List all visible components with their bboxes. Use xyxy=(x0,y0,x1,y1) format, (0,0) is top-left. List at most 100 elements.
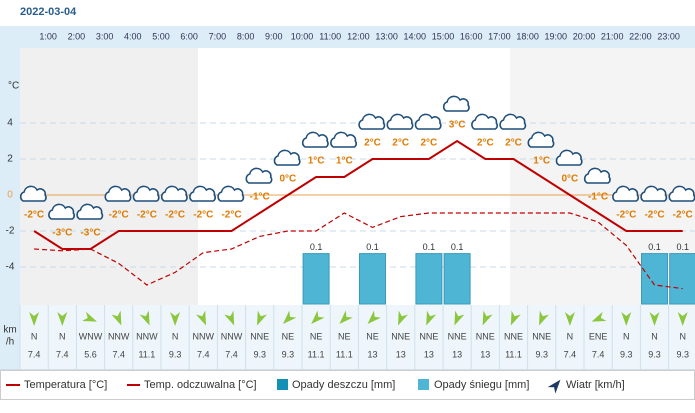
weather-icon xyxy=(471,113,499,130)
wind-arrow xyxy=(482,310,493,326)
snow-bar xyxy=(359,253,386,305)
arrow-shape xyxy=(547,379,561,394)
wind-direction: NNE xyxy=(391,331,410,341)
cloud xyxy=(471,113,499,130)
wind-speed: 7.4 xyxy=(225,349,238,359)
wind-direction: ENE xyxy=(589,331,608,341)
wind-direction: NNW xyxy=(193,331,215,341)
wind-speed: 5.6 xyxy=(84,349,97,359)
wind-speed: 7.4 xyxy=(112,349,125,359)
wind-speed: 7.4 xyxy=(28,349,41,359)
legend-swatch xyxy=(547,379,561,394)
wind-arrow xyxy=(591,311,607,322)
hour-label: 22:00 xyxy=(629,31,652,41)
cloud xyxy=(499,113,527,130)
weather-icon xyxy=(301,131,329,148)
weather-icon xyxy=(217,185,245,202)
arrow-shape xyxy=(224,310,235,326)
cloud xyxy=(132,185,160,202)
temperature-label: 1°C xyxy=(308,156,325,167)
arrow-shape xyxy=(677,312,688,326)
y-tick-label: 2 xyxy=(7,154,13,165)
wind-speed: 9.3 xyxy=(676,349,689,359)
hour-label: 8:00 xyxy=(237,31,255,41)
temperature-label: 1°C xyxy=(533,156,550,167)
wind-unit: /h xyxy=(6,337,14,348)
wind-speed: 13 xyxy=(480,349,490,359)
wind-direction: NNE xyxy=(504,331,523,341)
hour-label: 7:00 xyxy=(209,31,227,41)
hour-label: 20:00 xyxy=(573,31,596,41)
temperature-label: -2°C xyxy=(165,210,185,221)
wind-arrow xyxy=(621,312,632,326)
wind-direction: N xyxy=(623,331,630,341)
snow-label: 0.1 xyxy=(310,242,323,252)
arrow-shape xyxy=(426,310,437,326)
wind-arrow xyxy=(311,310,325,324)
wind-speed: 7.4 xyxy=(564,349,577,359)
arrow-shape xyxy=(339,310,353,324)
arrow-shape xyxy=(454,310,465,326)
wind-speed: 13 xyxy=(424,349,434,359)
wind-speed: 11.1 xyxy=(505,349,522,359)
weather-icon xyxy=(245,167,273,184)
arrow-shape xyxy=(111,310,122,326)
wind-arrow xyxy=(170,312,181,326)
legend-label: Opady deszczu [mm] xyxy=(292,379,395,391)
weather-icon xyxy=(273,149,301,166)
wind-speed: 9.3 xyxy=(169,349,182,359)
weather-icon xyxy=(555,149,583,166)
cloud xyxy=(189,185,217,202)
wind-direction: NNE xyxy=(419,331,438,341)
snow-label: 0.1 xyxy=(451,242,464,252)
hour-label: 10:00 xyxy=(291,31,314,41)
legend-label: Temp. odczuwalna [°C] xyxy=(144,379,257,391)
temperature-label: 0°C xyxy=(562,174,579,185)
cloud xyxy=(19,185,47,202)
legend-label: Wiatr [km/h] xyxy=(566,379,625,391)
arrow-shape xyxy=(367,310,381,324)
wind-speed: 13 xyxy=(396,349,406,359)
wind-direction: N xyxy=(679,331,686,341)
wind-direction: NNE xyxy=(532,331,551,341)
weather-icon xyxy=(499,113,527,130)
cloud xyxy=(76,203,104,220)
temperature-label: -2°C xyxy=(644,210,664,221)
weather-icon xyxy=(668,185,695,202)
y-tick-label: -2 xyxy=(6,226,15,237)
wind-direction: N xyxy=(59,331,66,341)
weather-icon xyxy=(583,167,611,184)
temperature-label: 2°C xyxy=(505,138,522,149)
wind-arrow xyxy=(426,310,437,326)
temperature-label: 1°C xyxy=(336,156,353,167)
weather-icon xyxy=(527,131,555,148)
temperature-label: 0°C xyxy=(280,174,297,185)
wind-speed: 9.3 xyxy=(535,349,548,359)
wind-speed: 11.1 xyxy=(138,349,155,359)
weather-icon xyxy=(640,185,668,202)
wind-arrow xyxy=(398,310,408,326)
wind-arrow xyxy=(454,310,465,326)
cloud xyxy=(583,167,611,184)
arrow-shape xyxy=(482,310,493,326)
cloud xyxy=(414,113,442,130)
wind-arrow xyxy=(649,312,660,326)
snow-bar xyxy=(641,253,668,305)
wind-arrow xyxy=(539,310,549,326)
arrow-shape xyxy=(591,311,607,322)
cloud xyxy=(301,131,329,148)
temperature-label: 3°C xyxy=(449,120,466,131)
y-tick-label: 0 xyxy=(7,190,13,201)
temperature-label: 2°C xyxy=(364,138,381,149)
cloud xyxy=(555,149,583,166)
weather-icon xyxy=(612,185,640,202)
wind-direction: NNW xyxy=(221,331,243,341)
cloud xyxy=(273,149,301,166)
arrow-shape xyxy=(311,310,325,324)
wind-arrow xyxy=(139,310,150,326)
snow-label: 0.1 xyxy=(366,242,379,252)
arrow-shape xyxy=(649,312,660,326)
wind-direction: NE xyxy=(366,331,379,341)
hour-label: 17:00 xyxy=(488,31,511,41)
wind-arrow xyxy=(224,310,235,326)
